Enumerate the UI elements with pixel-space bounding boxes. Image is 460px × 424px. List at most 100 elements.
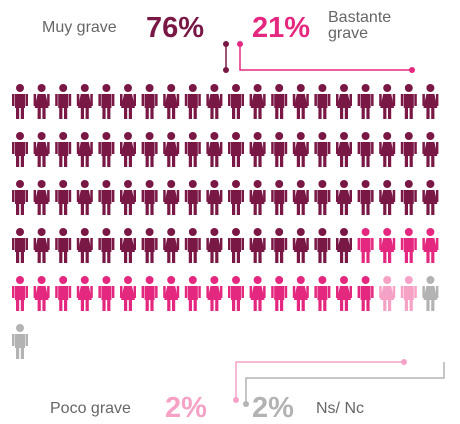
head (210, 228, 219, 236)
leg (102, 300, 106, 311)
leg (232, 300, 236, 311)
arm (392, 286, 396, 298)
leg (409, 252, 413, 263)
leg (150, 300, 154, 311)
leg (404, 252, 408, 263)
leg (404, 300, 408, 311)
arm (263, 190, 266, 202)
pictogram-figure (422, 180, 439, 215)
pictogram-figure (12, 84, 28, 119)
arm (120, 190, 123, 202)
leg (275, 204, 279, 215)
arm (68, 286, 72, 298)
head (16, 84, 24, 92)
pictogram-figure (249, 132, 266, 167)
pictogram-figure (336, 132, 352, 167)
leg (431, 204, 435, 215)
pictogram-figure (12, 180, 28, 215)
leg (85, 300, 89, 311)
arm (306, 142, 309, 154)
leg (80, 108, 84, 119)
head (59, 276, 68, 284)
leg (280, 108, 284, 119)
head (167, 228, 176, 236)
pictogram-figure (228, 132, 244, 167)
pictogram-figure (422, 228, 439, 263)
arm (263, 142, 266, 154)
head (383, 276, 392, 284)
body (34, 286, 49, 300)
body (337, 142, 351, 156)
body (317, 94, 328, 108)
leg (193, 108, 197, 119)
head (102, 180, 111, 188)
body (360, 286, 371, 300)
arm (98, 94, 101, 106)
arm (90, 190, 93, 202)
leg (318, 204, 322, 215)
head (361, 276, 370, 284)
connector-dot (233, 397, 239, 403)
head (16, 228, 24, 236)
pictogram-figure (249, 276, 266, 311)
body (15, 94, 25, 108)
leg (236, 252, 240, 263)
head (37, 228, 46, 236)
head (16, 180, 24, 188)
leg (124, 108, 128, 119)
arm (111, 142, 115, 154)
arm (357, 190, 361, 202)
arm (349, 190, 352, 202)
leg (344, 300, 348, 311)
head (188, 132, 197, 140)
leg (16, 156, 20, 167)
pictogram-figure (357, 84, 374, 119)
pictogram-figure (98, 84, 115, 119)
leg (107, 252, 111, 263)
arm (206, 142, 209, 154)
pictogram-figure (184, 276, 201, 311)
leg (296, 156, 300, 167)
leg (20, 204, 24, 215)
leg (188, 204, 192, 215)
pictogram-figure (141, 180, 158, 215)
leg (145, 156, 149, 167)
leg (59, 108, 63, 119)
arm (327, 190, 331, 202)
arm (90, 94, 93, 106)
arm (133, 238, 136, 250)
body (121, 286, 135, 300)
leg (107, 108, 111, 119)
leg (232, 204, 236, 215)
arm (184, 142, 188, 154)
leg (404, 204, 408, 215)
body (207, 190, 222, 204)
arm (47, 190, 50, 202)
head (102, 276, 111, 284)
leg (258, 252, 262, 263)
arm (184, 238, 188, 250)
arm (25, 94, 28, 106)
head (102, 228, 111, 236)
pictogram-figure (206, 228, 223, 263)
leg (42, 252, 46, 263)
leg (150, 204, 154, 215)
pictogram-figure (55, 84, 72, 119)
leg (253, 300, 257, 311)
leg (128, 204, 132, 215)
leg (404, 156, 408, 167)
body (274, 142, 285, 156)
leg (409, 204, 413, 215)
arm (141, 190, 145, 202)
head (275, 180, 284, 188)
body (164, 190, 179, 204)
arm (25, 286, 28, 298)
head (188, 84, 197, 92)
head (361, 180, 370, 188)
leg (172, 108, 176, 119)
arm (392, 94, 396, 106)
leg (107, 156, 111, 167)
arm (336, 286, 339, 298)
arm (163, 238, 166, 250)
leg (85, 156, 89, 167)
